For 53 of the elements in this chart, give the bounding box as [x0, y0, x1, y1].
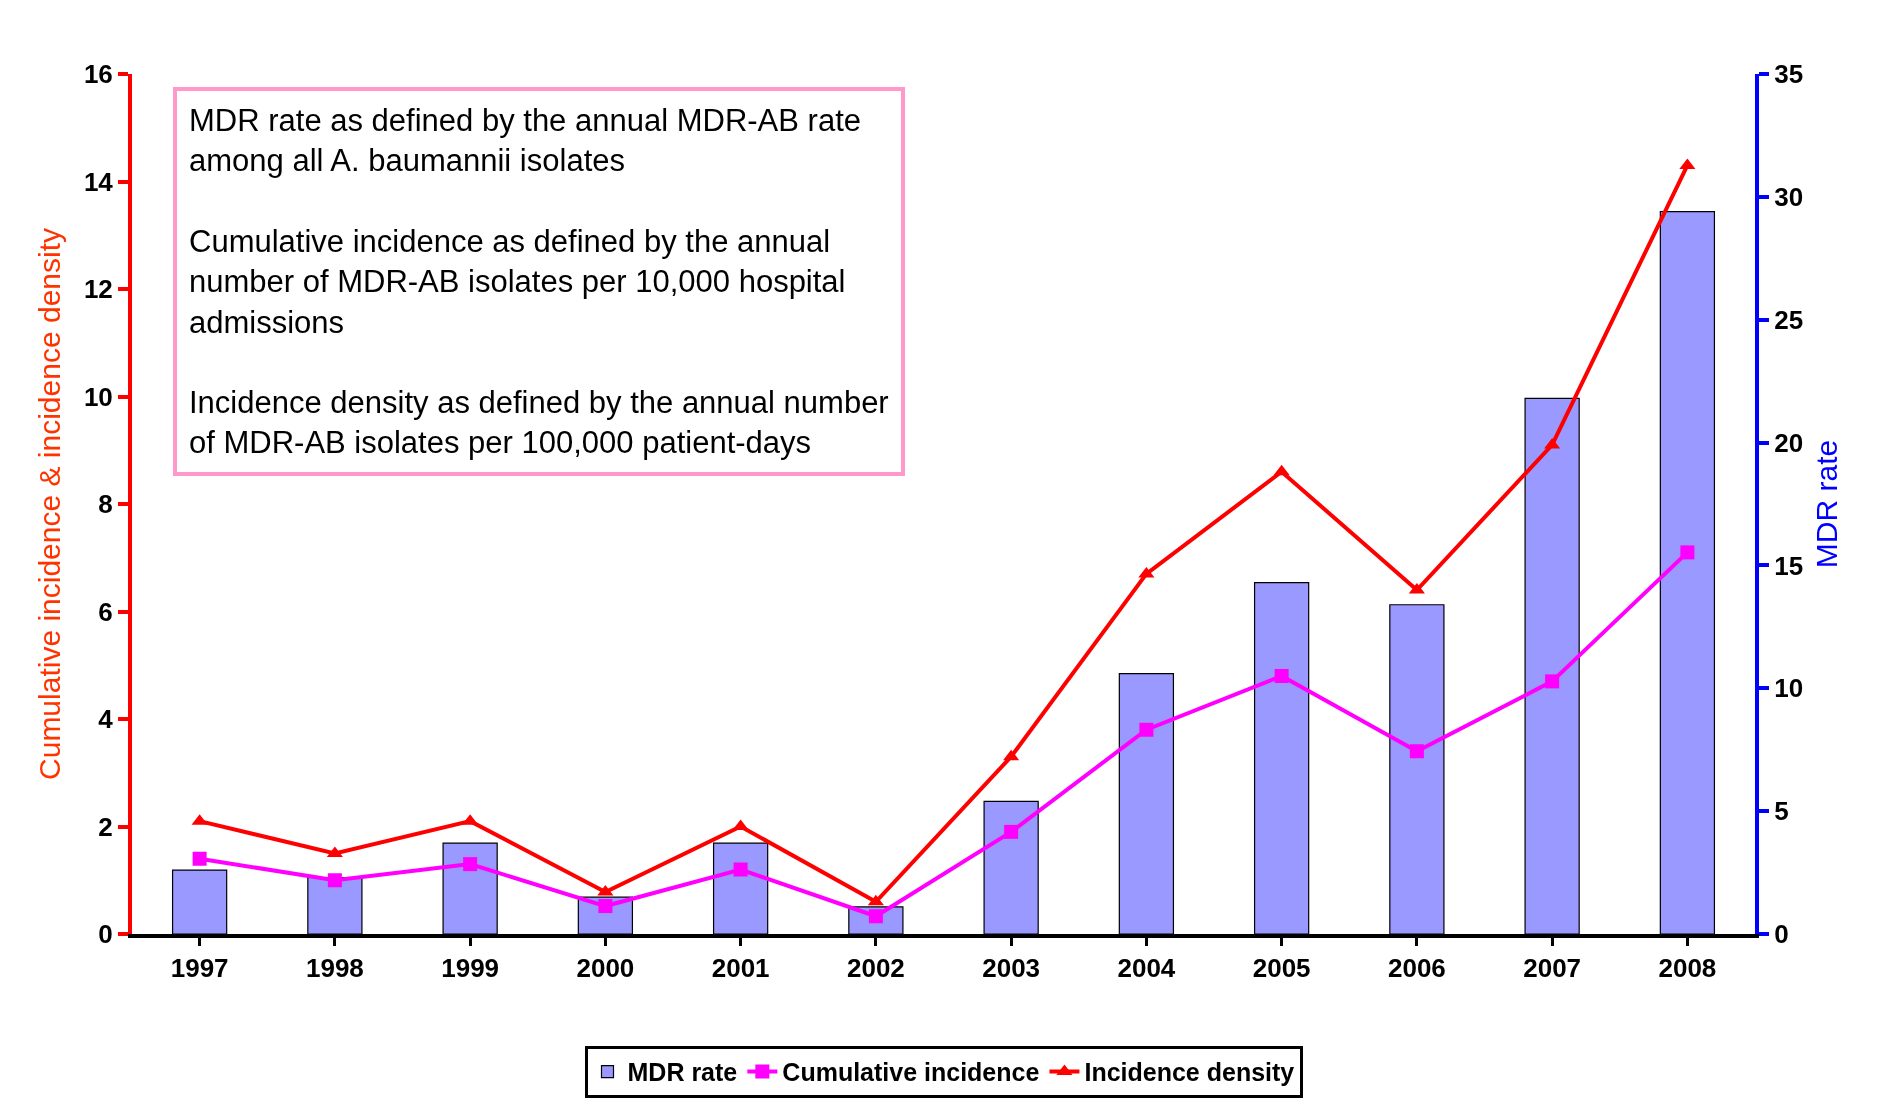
- y-tick-label: 12: [83, 274, 113, 305]
- x-tick-label: 1998: [305, 953, 364, 984]
- y2-tick-label: 10: [1774, 673, 1804, 704]
- x-tick-label: 2006: [1387, 953, 1446, 984]
- y2-tick-label: 30: [1774, 181, 1804, 212]
- point: [1680, 545, 1695, 560]
- y2-tick-label: 25: [1774, 304, 1804, 335]
- x-tick-label: 1999: [441, 953, 500, 984]
- legend-label: Incidence density: [1084, 1058, 1295, 1087]
- point: [1274, 669, 1289, 683]
- x-tick-label: 2002: [846, 953, 905, 984]
- x-tick-label: 2003: [982, 953, 1041, 984]
- legend-label: MDR rate: [627, 1058, 738, 1087]
- y-tick-label: 4: [98, 704, 114, 735]
- x-tick-label: 2001: [711, 953, 770, 984]
- point: [1409, 744, 1424, 759]
- y2-tick-label: 5: [1774, 796, 1789, 827]
- point: [733, 862, 748, 877]
- x-tick-label: 2004: [1117, 953, 1176, 984]
- y-tick-label: 8: [98, 489, 113, 520]
- y2-tick-label: 0: [1774, 919, 1789, 950]
- point: [1544, 437, 1561, 449]
- point: [1138, 566, 1155, 578]
- y2-axis-title: MDR rate: [1810, 439, 1844, 569]
- annotation: Incidence density as defined by the annual number of MDR-AB isolates per 100,000 patient-days: [189, 385, 889, 461]
- point: [1545, 674, 1560, 689]
- y-tick-label: 2: [98, 811, 113, 842]
- x-tick-label: 2007: [1523, 953, 1582, 984]
- x-tick-label: 1997: [170, 953, 229, 984]
- y-tick-label: 6: [98, 596, 113, 627]
- y-tick-label: 16: [83, 59, 113, 90]
- y-tick-label: 14: [83, 166, 114, 197]
- legend-label: Cumulative incidence: [782, 1058, 1040, 1087]
- point: [1004, 824, 1019, 839]
- x-tick-label: 2008: [1658, 953, 1717, 984]
- point: [192, 851, 207, 866]
- point: [327, 873, 342, 888]
- point: [598, 899, 613, 914]
- annotation: MDR rate as defined by the annual MDR-AB rate among all A. baumannii isolates: [189, 103, 861, 179]
- y2-tick-label: 20: [1774, 427, 1804, 458]
- annotation: Cumulative incidence as defined by the annual number of MDR-AB isolates per 10,000 hospital admissions: [189, 223, 846, 340]
- y-tick-label: 10: [83, 381, 113, 412]
- x-tick-label: 2005: [1252, 953, 1311, 984]
- point: [1139, 722, 1154, 737]
- y-tick-label: 0: [98, 919, 113, 950]
- point: [463, 857, 478, 872]
- point: [1003, 749, 1020, 761]
- point: [867, 894, 884, 906]
- y2-tick-label: 35: [1774, 59, 1804, 90]
- y-axis-title: Cumulative incidence & incidence density: [33, 228, 67, 780]
- y2-tick-label: 15: [1774, 550, 1804, 581]
- x-tick-label: 2000: [576, 953, 635, 984]
- point: [1273, 464, 1290, 476]
